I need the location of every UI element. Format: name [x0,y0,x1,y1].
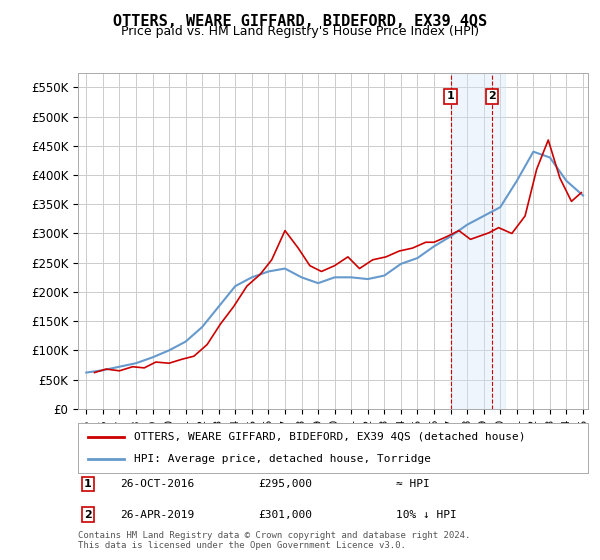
Text: Contains HM Land Registry data © Crown copyright and database right 2024.
This d: Contains HM Land Registry data © Crown c… [78,530,470,550]
Text: HPI: Average price, detached house, Torridge: HPI: Average price, detached house, Torr… [134,454,431,464]
Text: £295,000: £295,000 [258,479,312,489]
Text: 1: 1 [446,91,454,101]
Text: OTTERS, WEARE GIFFARD, BIDEFORD, EX39 4QS: OTTERS, WEARE GIFFARD, BIDEFORD, EX39 4Q… [113,14,487,29]
Text: 10% ↓ HPI: 10% ↓ HPI [396,510,457,520]
Text: 2: 2 [84,510,92,520]
Text: ≈ HPI: ≈ HPI [396,479,430,489]
Text: Price paid vs. HM Land Registry's House Price Index (HPI): Price paid vs. HM Land Registry's House … [121,25,479,38]
Text: 2: 2 [488,91,496,101]
Text: £301,000: £301,000 [258,510,312,520]
Text: 26-APR-2019: 26-APR-2019 [120,510,194,520]
Text: 26-OCT-2016: 26-OCT-2016 [120,479,194,489]
Text: OTTERS, WEARE GIFFARD, BIDEFORD, EX39 4QS (detached house): OTTERS, WEARE GIFFARD, BIDEFORD, EX39 4Q… [134,432,526,442]
Bar [451,73,505,409]
Text: 1: 1 [84,479,92,489]
